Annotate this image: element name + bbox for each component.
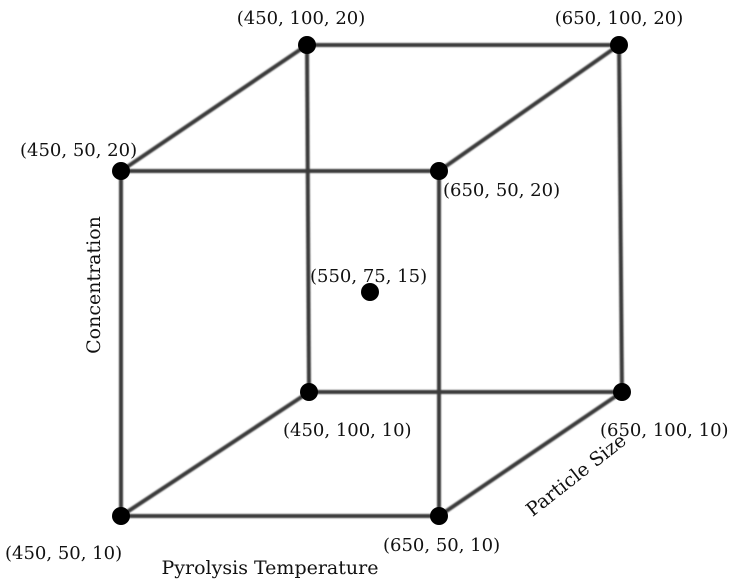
point-label: (650, 50, 20) xyxy=(443,180,560,201)
point-label: (650, 100, 10) xyxy=(600,420,729,441)
design-point xyxy=(112,162,130,180)
design-point xyxy=(112,507,130,525)
point-label: (550, 75, 15) xyxy=(310,266,427,287)
point-label: (650, 100, 20) xyxy=(555,8,684,29)
z-axis-label: Particle Size xyxy=(522,430,630,521)
design-point xyxy=(613,383,631,401)
point-label: (450, 100, 10) xyxy=(283,420,412,441)
design-point xyxy=(430,507,448,525)
cube-edge xyxy=(119,43,309,173)
point-label: (450, 50, 20) xyxy=(20,140,137,161)
cube-edge xyxy=(305,44,311,393)
design-point xyxy=(430,162,448,180)
cube-edge xyxy=(119,390,311,518)
cube-edge xyxy=(437,43,621,173)
design-point xyxy=(610,36,628,54)
point-label: (650, 50, 10) xyxy=(383,535,500,556)
y-axis-label: Concentration xyxy=(83,216,105,354)
x-axis-label: Pyrolysis Temperature xyxy=(162,557,379,579)
cube-edge xyxy=(437,390,624,518)
point-label: (450, 50, 10) xyxy=(5,543,122,564)
design-point xyxy=(300,383,318,401)
cube-edge xyxy=(617,44,624,393)
point-label: (450, 100, 20) xyxy=(237,8,366,29)
design-point xyxy=(361,283,379,301)
design-point xyxy=(298,36,316,54)
